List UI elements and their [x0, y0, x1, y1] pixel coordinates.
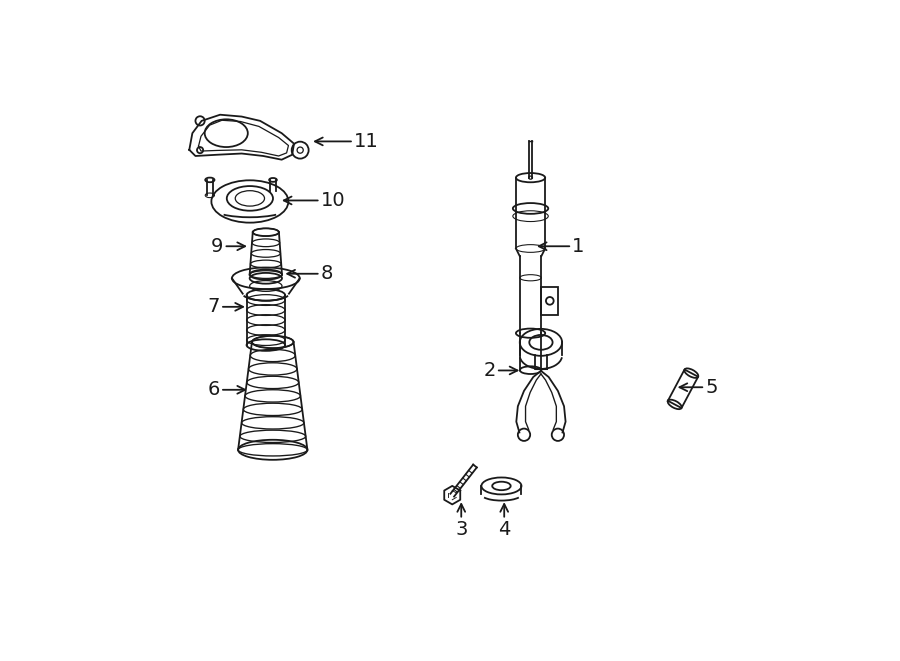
Text: 2: 2 — [483, 361, 496, 380]
Text: 9: 9 — [212, 237, 223, 256]
Text: 10: 10 — [320, 191, 346, 210]
Text: 11: 11 — [354, 132, 379, 151]
Text: 7: 7 — [208, 297, 220, 317]
Text: 8: 8 — [320, 264, 333, 284]
Text: 3: 3 — [455, 520, 467, 539]
Text: 5: 5 — [706, 377, 717, 397]
Text: 4: 4 — [498, 520, 510, 539]
Text: 1: 1 — [572, 237, 584, 256]
Text: 6: 6 — [208, 380, 220, 399]
